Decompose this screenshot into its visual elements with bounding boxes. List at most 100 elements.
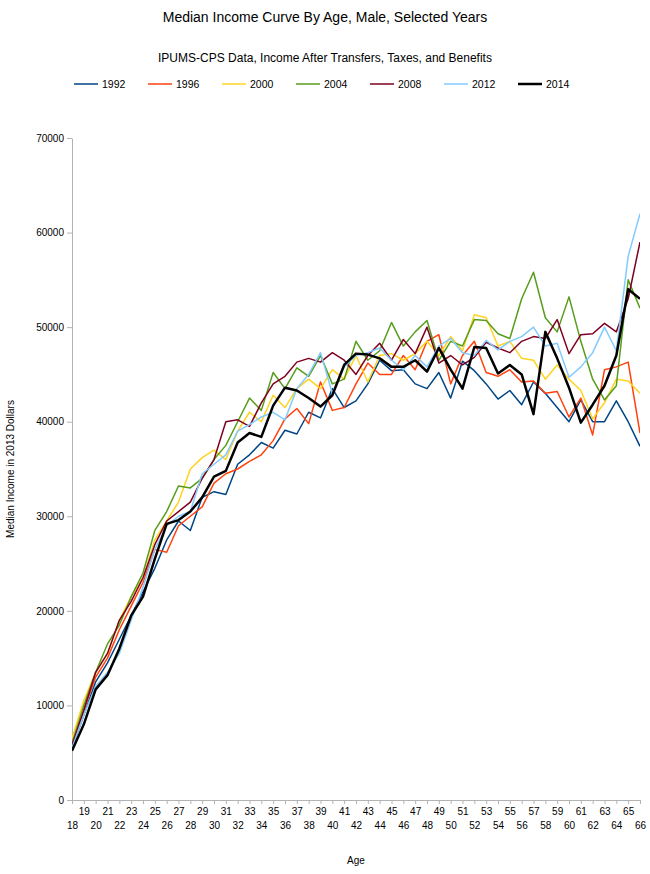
x-tick-mark (356, 800, 357, 804)
x-tick-mark (427, 800, 428, 804)
x-tick-label: 58 (540, 820, 552, 831)
x-tick-label: 24 (138, 820, 150, 831)
x-tick-mark (380, 800, 381, 804)
x-tick: 37 (292, 800, 304, 817)
x-tick-label: 33 (244, 806, 256, 817)
x-tick-label: 37 (292, 806, 304, 817)
y-tick-label: 30000 (36, 511, 64, 522)
legend-item: 2004 (296, 78, 348, 90)
series-line (72, 214, 640, 748)
y-tick: 40000 (36, 416, 72, 427)
x-tick: 40 (327, 800, 339, 831)
x-tick: 46 (398, 800, 410, 831)
x-tick: 51 (457, 800, 469, 817)
x-tick-label: 18 (67, 820, 79, 831)
x-tick: 61 (576, 800, 588, 817)
x-tick: 65 (623, 800, 635, 817)
y-axis-line (72, 139, 73, 801)
y-tick-mark (67, 327, 72, 328)
x-tick-label: 66 (635, 820, 647, 831)
x-tick-mark (510, 800, 511, 804)
legend-label: 2000 (250, 78, 274, 90)
series-line (72, 289, 640, 751)
x-tick: 58 (540, 800, 552, 831)
legend-label: 1992 (102, 78, 126, 90)
legend-label: 2004 (324, 78, 348, 90)
x-axis: 1819202122232425262728293031323334353637… (67, 800, 647, 831)
y-tick-mark (67, 705, 72, 706)
x-tick: 55 (505, 800, 517, 817)
x-tick-label: 65 (623, 806, 635, 817)
x-tick: 41 (339, 800, 351, 817)
x-tick-label: 26 (162, 820, 174, 831)
x-tick-label: 59 (552, 806, 564, 817)
y-tick-mark (67, 138, 72, 139)
x-tick-mark (486, 800, 487, 804)
x-tick-mark (332, 800, 333, 804)
x-tick: 36 (280, 800, 292, 831)
x-tick-mark (190, 800, 191, 804)
x-tick-label: 48 (422, 820, 434, 831)
x-tick-label: 28 (185, 820, 197, 831)
legend: 1992199620002004200820122014 (74, 78, 570, 90)
legend-item: 1992 (74, 78, 126, 90)
x-tick-label: 35 (268, 806, 280, 817)
x-tick-label: 41 (339, 806, 351, 817)
x-tick: 53 (481, 800, 493, 817)
x-tick-mark (403, 800, 404, 804)
x-tick: 52 (469, 800, 481, 831)
y-tick-mark (67, 516, 72, 517)
x-tick: 59 (552, 800, 564, 817)
x-tick-mark (285, 800, 286, 804)
x-tick-label: 23 (126, 806, 138, 817)
x-tick: 20 (91, 800, 103, 831)
x-tick: 39 (315, 800, 327, 817)
x-tick-label: 51 (457, 806, 469, 817)
x-tick-mark (297, 800, 298, 804)
x-tick-mark (451, 800, 452, 804)
x-tick-label: 61 (576, 806, 588, 817)
legend-swatch (370, 83, 394, 85)
x-tick-label: 25 (150, 806, 162, 817)
x-tick-mark (534, 800, 535, 804)
x-tick-label: 53 (481, 806, 493, 817)
x-tick-mark (605, 800, 606, 804)
x-tick-mark (84, 800, 85, 804)
y-tick-mark (67, 233, 72, 234)
x-tick-label: 62 (588, 820, 600, 831)
x-tick: 56 (517, 800, 529, 831)
x-tick-label: 50 (446, 820, 458, 831)
x-tick-label: 21 (102, 806, 114, 817)
x-tick-mark (628, 800, 629, 804)
legend-item: 1996 (148, 78, 200, 90)
x-tick: 28 (185, 800, 197, 831)
plot-area (72, 214, 640, 751)
legend-item: 2008 (370, 78, 422, 90)
x-tick-label: 29 (197, 806, 209, 817)
x-tick: 34 (256, 800, 268, 831)
x-tick: 29 (197, 800, 209, 817)
y-tick-label: 0 (58, 795, 64, 806)
x-tick-mark (72, 800, 73, 804)
x-tick: 54 (493, 800, 505, 831)
x-tick-mark (640, 800, 641, 804)
x-tick-label: 43 (363, 806, 375, 817)
x-tick-label: 30 (209, 820, 221, 831)
x-tick: 26 (162, 800, 174, 831)
x-tick-mark (392, 800, 393, 804)
x-tick-label: 44 (375, 820, 387, 831)
y-axis: 010000200003000040000500006000070000 (36, 133, 72, 806)
x-tick: 44 (375, 800, 387, 831)
x-tick: 64 (611, 800, 623, 831)
x-tick-label: 64 (611, 820, 623, 831)
chart-title: Median Income Curve By Age, Male, Select… (163, 9, 488, 25)
x-tick-label: 19 (79, 806, 91, 817)
x-tick-mark (119, 800, 120, 804)
legend-label: 1996 (176, 78, 200, 90)
x-tick: 47 (410, 800, 422, 817)
legend-swatch (444, 83, 468, 85)
x-tick: 18 (67, 800, 79, 831)
y-tick: 20000 (36, 606, 72, 617)
x-tick-mark (96, 800, 97, 804)
x-tick-label: 42 (351, 820, 363, 831)
